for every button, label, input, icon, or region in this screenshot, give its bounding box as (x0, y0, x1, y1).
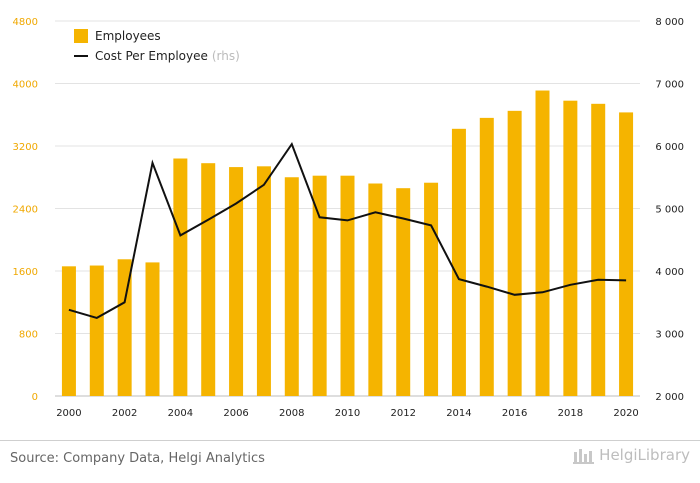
legend-label-employees: Employees (95, 29, 161, 43)
employees-bar (145, 262, 160, 396)
left-tick-label: 0 (32, 392, 38, 403)
cost-per-employee-path (68, 141, 627, 319)
employees-bar (563, 100, 578, 396)
x-tick-label: 2008 (279, 408, 304, 419)
employees-bar (424, 182, 439, 396)
x-tick-label: 2016 (502, 408, 527, 419)
employees-bar (312, 175, 327, 396)
employees-bar (229, 167, 244, 396)
employees-bar (396, 188, 411, 396)
x-tick-label: 2020 (613, 408, 638, 419)
legend: Employees Cost Per Employee (rhs) (74, 29, 240, 63)
right-axis: 2 000 3 000 4 000 5 000 6 000 7 000 8 000 (655, 17, 684, 403)
employees-bar (591, 103, 606, 396)
left-axis: 0 800 1600 2400 3200 4000 4800 (13, 17, 38, 403)
employees-bar (117, 259, 132, 396)
employees-bar (89, 265, 104, 396)
employees-bar (61, 266, 76, 396)
brand-logo: HelgiLibrary (573, 446, 690, 464)
left-tick-label: 2400 (13, 205, 38, 216)
library-icon (573, 449, 595, 464)
legend-swatch-employees (74, 29, 88, 43)
employees-bar (173, 158, 188, 396)
right-tick-label: 6 000 (655, 142, 684, 153)
x-tick-label: 2018 (558, 408, 583, 419)
x-tick-label: 2012 (390, 408, 415, 419)
employees-bar (535, 90, 550, 396)
employees-bar (451, 128, 466, 396)
employees-bar (284, 177, 299, 396)
right-tick-label: 2 000 (655, 392, 684, 403)
employees-bars (61, 90, 634, 396)
employees-bar (619, 112, 634, 396)
employees-bar (256, 166, 271, 396)
cost-per-employee-line (68, 141, 627, 319)
right-tick-label: 8 000 (655, 17, 684, 28)
x-tick-label: 2010 (335, 408, 360, 419)
right-tick-label: 5 000 (655, 205, 684, 216)
x-tick-label: 2002 (112, 408, 137, 419)
source-text: Source: Company Data, Helgi Analytics (10, 451, 265, 466)
left-tick-label: 800 (19, 330, 38, 341)
x-tick-label: 2000 (56, 408, 81, 419)
right-tick-label: 7 000 (655, 80, 684, 91)
employees-bar (507, 110, 522, 396)
x-axis: 2000 2002 2004 2006 2008 2010 2012 2014 2016 2018… (56, 408, 639, 419)
footer-divider (0, 440, 700, 441)
left-tick-label: 3200 (13, 142, 38, 153)
combo-chart: 0 800 1600 2400 3200 4000 4800 2 000 3 000 4 000… (13, 17, 684, 419)
employees-bar (201, 163, 216, 396)
left-tick-label: 4800 (13, 17, 38, 28)
x-tick-label: 2014 (446, 408, 471, 419)
brand-name: HelgiLibrary (599, 446, 690, 464)
legend-label-cost-per-employee: Cost Per Employee (rhs) (95, 49, 240, 63)
left-tick-label: 4000 (13, 80, 38, 91)
x-tick-label: 2004 (168, 408, 193, 419)
x-tick-label: 2006 (223, 408, 248, 419)
right-tick-label: 4 000 (655, 267, 684, 278)
employees-bar (340, 175, 355, 396)
employees-bar (479, 117, 494, 396)
employees-bar (368, 183, 383, 396)
right-tick-label: 3 000 (655, 330, 684, 341)
left-tick-label: 1600 (13, 267, 38, 278)
